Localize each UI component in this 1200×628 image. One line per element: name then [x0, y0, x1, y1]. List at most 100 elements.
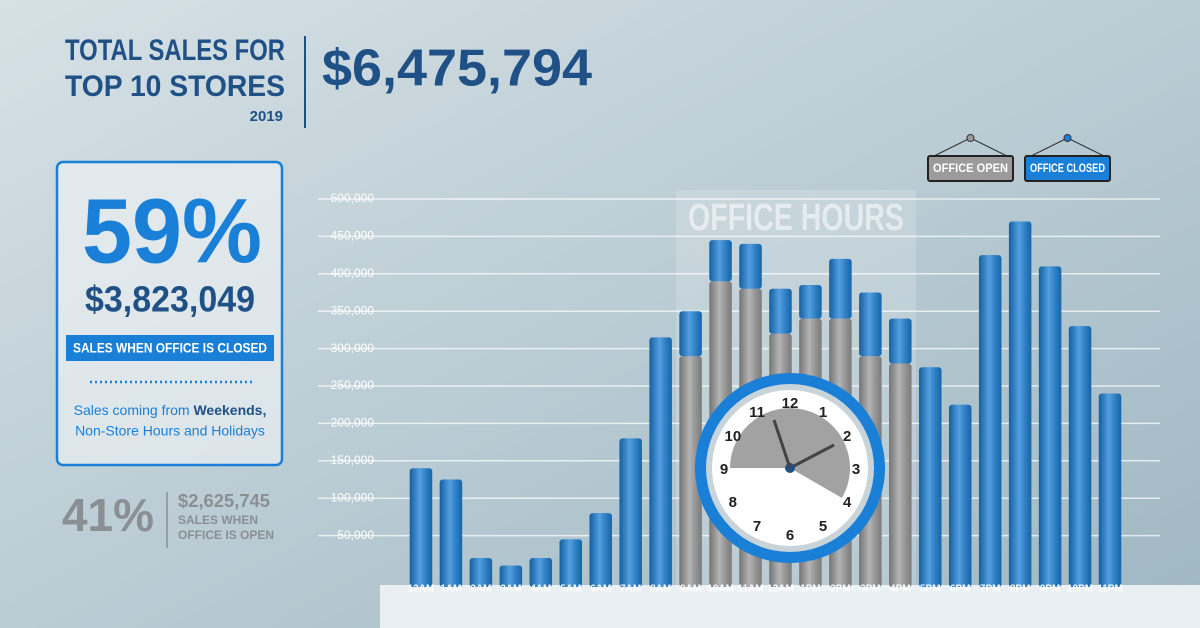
bar-shine [739, 243, 762, 289]
x-tick-label: 1AM [440, 584, 461, 595]
sign-nail [1063, 134, 1072, 142]
clock-number: 6 [786, 527, 794, 544]
closed-label-bar [66, 335, 274, 361]
sign-string [931, 137, 971, 158]
clock-number: 3 [852, 461, 860, 478]
bar-shine [559, 539, 583, 587]
year: 2019 [250, 108, 283, 125]
x-tick-label: 9PM [1040, 584, 1061, 595]
bar-shine [1068, 326, 1092, 587]
x-tick-label: 5PM [920, 584, 941, 595]
x-tick-label: 4PM [890, 584, 911, 595]
x-tick-label: 6AM [590, 584, 611, 595]
bar-shine [829, 258, 852, 319]
bar-shine [439, 479, 463, 587]
clock-number: 7 [753, 518, 761, 535]
y-tick-label: 300,000 [331, 341, 375, 355]
clock-number: 4 [843, 494, 852, 511]
legend-swatch [1024, 155, 1111, 182]
x-tick-label: 11AM [737, 584, 763, 595]
bar-shine [649, 337, 672, 587]
sign-string [1028, 137, 1068, 158]
annotation: OFFICE HOURS [688, 197, 904, 239]
x-tick-label: 9AM [680, 584, 701, 595]
x-tick-label: 2PM [830, 584, 851, 595]
bar-shine [978, 255, 1002, 587]
open-label: OFFICE IS OPEN [178, 528, 274, 542]
bar-shine [619, 438, 642, 587]
legend-label: OFFICE CLOSED [1030, 161, 1105, 175]
bar-shine [889, 363, 912, 587]
clock-number: 5 [819, 518, 827, 535]
sign-string [970, 137, 1010, 158]
x-tick-label: 7AM [620, 584, 641, 595]
bar-shine [589, 513, 612, 587]
closed-note: Sales coming from Weekends, [74, 402, 267, 418]
x-tick-label: 8PM [1010, 584, 1031, 595]
x-tick-label: 8AM [650, 584, 671, 595]
y-tick-label: 500,000 [331, 191, 375, 205]
x-tick-label: 7PM [980, 584, 1001, 595]
total-sales: $6,475,794 [322, 40, 592, 98]
clock-number: 11 [749, 404, 765, 421]
bar-shine [529, 558, 553, 587]
x-tick-label: 6PM [950, 584, 971, 595]
open-amount: $2,625,745 [178, 491, 270, 511]
x-tick-label: 12AM [767, 584, 794, 595]
y-tick-label: 50,000 [337, 528, 374, 542]
x-tick-label: 4AM [530, 584, 551, 595]
note-bold: Weekends, [193, 402, 266, 418]
bar-shine [679, 356, 702, 587]
legend: OFFICE OPEN OFFICE CLOSED [927, 134, 1111, 182]
bar-shine [1098, 393, 1122, 587]
clock-number: 1 [819, 404, 827, 421]
x-tick-label: 11PM [1097, 584, 1123, 595]
x-tick-label: 3PM [860, 584, 881, 595]
legend-swatch [927, 155, 1014, 182]
bar-shine [948, 404, 972, 587]
y-tick-label: 250,000 [331, 378, 375, 392]
bar-shine [469, 558, 493, 587]
bar-shine [1008, 221, 1032, 587]
closed-note: Non-Store Hours and Holidays [75, 423, 265, 439]
closed-amount: $3,823,049 [85, 279, 255, 320]
note-text: Sales coming from [74, 402, 190, 418]
x-tick-label: 1PM [800, 584, 821, 595]
clock-number: 12 [782, 395, 799, 412]
bar-shine [889, 318, 912, 364]
clock-number: 2 [843, 428, 851, 445]
x-tick-label: 10PM [1067, 584, 1093, 595]
clock-number: 10 [724, 428, 741, 445]
bar-shine [709, 240, 732, 282]
bar-shine [769, 288, 792, 334]
open-label: SALES WHEN [178, 513, 258, 527]
closed-panel [55, 160, 284, 467]
bar-shine [679, 311, 702, 357]
bar-shine [799, 285, 822, 319]
x-tick-label: 10AM [707, 584, 734, 595]
closed-percent: 59% [82, 180, 262, 282]
clock-number: 8 [729, 494, 737, 511]
x-tick-label: 2AM [470, 584, 491, 595]
bar-shine [919, 367, 942, 587]
bar-shine [859, 292, 882, 357]
clock-hand [789, 443, 835, 470]
clock-number: 9 [720, 461, 728, 478]
closed-label: SALES WHEN OFFICE IS CLOSED [73, 340, 267, 356]
bar-shine [409, 468, 433, 587]
y-tick-label: 350,000 [331, 303, 375, 317]
x-tick-label: 5AM [560, 584, 581, 595]
y-tick-label: 450,000 [331, 229, 375, 243]
x-tick-label: 3AM [500, 584, 521, 595]
legend-label: OFFICE OPEN [933, 161, 1008, 175]
clock-sector [730, 408, 850, 498]
sign-string [1067, 137, 1107, 158]
bar-shine [499, 565, 523, 587]
y-tick-label: 200,000 [331, 416, 375, 430]
bar-shine [1038, 266, 1062, 587]
y-tick-label: 100,000 [331, 490, 375, 504]
x-tick-label: 12AM [408, 584, 435, 595]
